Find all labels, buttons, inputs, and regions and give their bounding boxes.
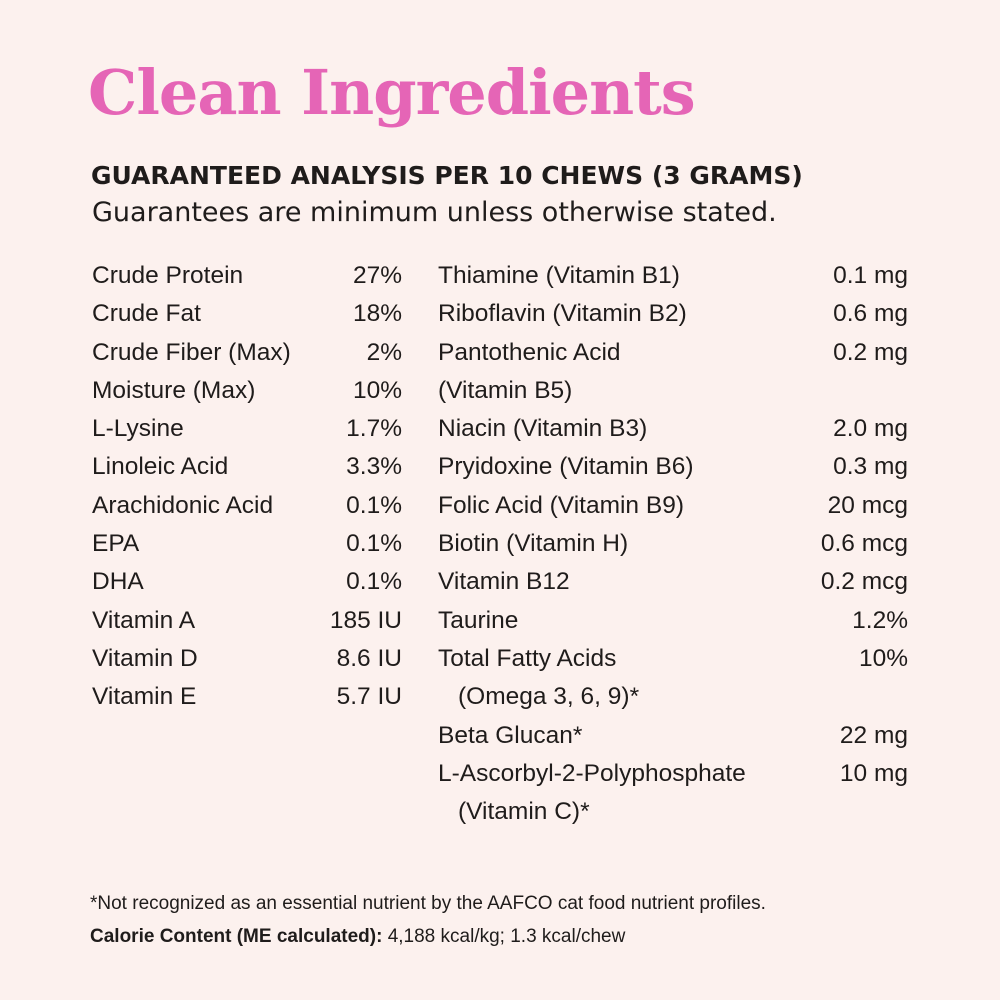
nutrient-row: Vitamin A 185 IU: [92, 602, 402, 640]
nutrient-row: Taurine 1.2%: [438, 602, 908, 640]
nutrient-value: 18%: [352, 300, 402, 328]
nutrient-value: 2.0 mg: [833, 415, 908, 443]
nutrient-name: Crude Fiber (Max): [92, 338, 291, 366]
nutrient-row: Folic Acid (Vitamin B9) 20 mcg: [438, 487, 908, 525]
nutrient-name: DHA: [92, 568, 144, 596]
nutrient-row: Pantothenic Acid (Vitamin B5) 0.2 mg: [438, 334, 908, 411]
nutrient-name-continued: (Vitamin C)*: [458, 798, 590, 826]
nutrient-row: Niacin (Vitamin B3) 2.0 mg: [438, 410, 908, 448]
right-nutrient-column: Thiamine (Vitamin B1) 0.1 mg Riboflavin (…: [438, 257, 908, 831]
nutrient-name: Taurine: [438, 606, 519, 634]
left-nutrient-column: Crude Protein 27% Crude Fat 18% Crude Fibe…: [92, 257, 402, 717]
nutrient-value: 0.1%: [346, 568, 402, 596]
calorie-content: Calorie Content (ME calculated): 4,188 k…: [90, 926, 625, 948]
nutrient-value: 22 mg: [839, 721, 908, 749]
nutrient-value: 0.1%: [346, 530, 402, 558]
nutrient-row: Vitamin D 8.6 IU: [92, 640, 402, 678]
nutrient-value: 0.6 mcg: [820, 530, 908, 558]
nutrient-name: Linoleic Acid: [92, 453, 229, 481]
nutrient-name: Pantothenic Acid: [438, 338, 621, 366]
nutrient-row: Total Fatty Acids (Omega 3, 6, 9)* 10%: [438, 640, 908, 717]
nutrient-name: Total Fatty Acids: [438, 644, 617, 672]
nutrient-name: Riboflavin (Vitamin B2): [438, 300, 687, 328]
nutrient-name: Vitamin E: [92, 683, 197, 711]
nutrient-name: Thiamine (Vitamin B1): [438, 262, 680, 289]
nutrient-row: EPA 0.1%: [92, 525, 402, 563]
nutrient-row: L-Lysine 1.7%: [92, 410, 402, 448]
nutrient-row: Beta Glucan* 22 mg: [438, 717, 908, 755]
footnote: *Not recognized as an essential nutrient…: [90, 893, 766, 914]
analysis-heading: GUARANTEED ANALYSIS PER 10 CHEWS (3 GRAM…: [91, 161, 803, 190]
nutrient-value: 1.7%: [346, 415, 402, 443]
nutrient-row: DHA 0.1%: [92, 563, 402, 601]
nutrient-value: 0.2 mg: [833, 338, 908, 366]
nutrient-row: Crude Fat 18%: [92, 295, 402, 333]
nutrient-value: 10%: [352, 376, 402, 404]
nutrient-name: Vitamin B12: [438, 568, 570, 596]
nutrient-name: Vitamin D: [92, 644, 198, 672]
nutrient-name-continued: (Omega 3, 6, 9)*: [458, 683, 640, 711]
nutrient-row: Riboflavin (Vitamin B2) 0.6 mg: [438, 295, 908, 333]
nutrient-value: 8.6 IU: [336, 644, 402, 672]
nutrient-name: Arachidonic Acid: [92, 491, 274, 519]
nutrient-value: 2%: [366, 338, 402, 366]
nutrient-row: Vitamin E 5.7 IU: [92, 678, 402, 716]
nutrient-row: Crude Protein 27%: [92, 257, 402, 295]
nutrient-row: L-Ascorbyl-2-Polyphosphate (Vitamin C)* 10…: [438, 755, 908, 832]
nutrient-value: 3.3%: [346, 453, 402, 481]
nutrient-value: 0.1%: [346, 491, 402, 519]
nutrient-row: Pryidoxine (Vitamin B6) 0.3 mg: [438, 448, 908, 486]
nutrient-row: Vitamin B12 0.2 mcg: [438, 563, 908, 601]
nutrient-value: 5.7 IU: [336, 683, 402, 711]
page-title: Clean Ingredients: [88, 56, 696, 129]
analysis-subheading: Guarantees are minimum unless otherwise …: [92, 197, 777, 228]
nutrient-row: Biotin (Vitamin H) 0.6 mcg: [438, 525, 908, 563]
nutrient-name: Niacin (Vitamin B3): [438, 415, 648, 443]
nutrient-row: Arachidonic Acid 0.1%: [92, 487, 402, 525]
nutrient-value: 1.2%: [852, 606, 908, 634]
nutrient-value: 10 mg: [839, 759, 908, 787]
nutrient-row: Thiamine (Vitamin B1) 0.1 mg: [438, 257, 908, 295]
nutrient-value: 20 mcg: [827, 491, 908, 519]
nutrient-name: Crude Fat: [92, 300, 201, 328]
nutrient-name: L-Lysine: [92, 415, 184, 443]
nutrient-row: Linoleic Acid 3.3%: [92, 448, 402, 486]
nutrient-value: 0.1 mg: [833, 262, 908, 289]
nutrient-name: Pryidoxine (Vitamin B6): [438, 453, 694, 481]
nutrient-name: EPA: [92, 530, 140, 558]
nutrient-value: 10%: [858, 644, 908, 672]
nutrient-value: 185 IU: [329, 606, 402, 634]
nutrient-name: Moisture (Max): [92, 376, 256, 404]
nutrient-value: 27%: [352, 262, 402, 289]
nutrient-name-continued: (Vitamin B5): [438, 376, 573, 404]
nutrient-value: 0.6 mg: [833, 300, 908, 328]
nutrient-name: Folic Acid (Vitamin B9): [438, 491, 684, 519]
nutrient-name: Vitamin A: [92, 606, 196, 634]
nutrient-name: Crude Protein: [92, 262, 244, 289]
nutrient-name: L-Ascorbyl-2-Polyphosphate: [438, 759, 746, 787]
nutrient-value: 0.3 mg: [833, 453, 908, 481]
nutrient-row: Moisture (Max) 10%: [92, 372, 402, 410]
nutrient-name: Biotin (Vitamin H): [438, 530, 629, 558]
calorie-label: Calorie Content (ME calculated):: [90, 926, 383, 947]
nutrient-value: 0.2 mcg: [820, 568, 908, 596]
nutrient-name: Beta Glucan*: [438, 721, 583, 749]
nutrient-row: Crude Fiber (Max) 2%: [92, 334, 402, 372]
calorie-value: 4,188 kcal/kg; 1.3 kcal/chew: [387, 926, 626, 947]
